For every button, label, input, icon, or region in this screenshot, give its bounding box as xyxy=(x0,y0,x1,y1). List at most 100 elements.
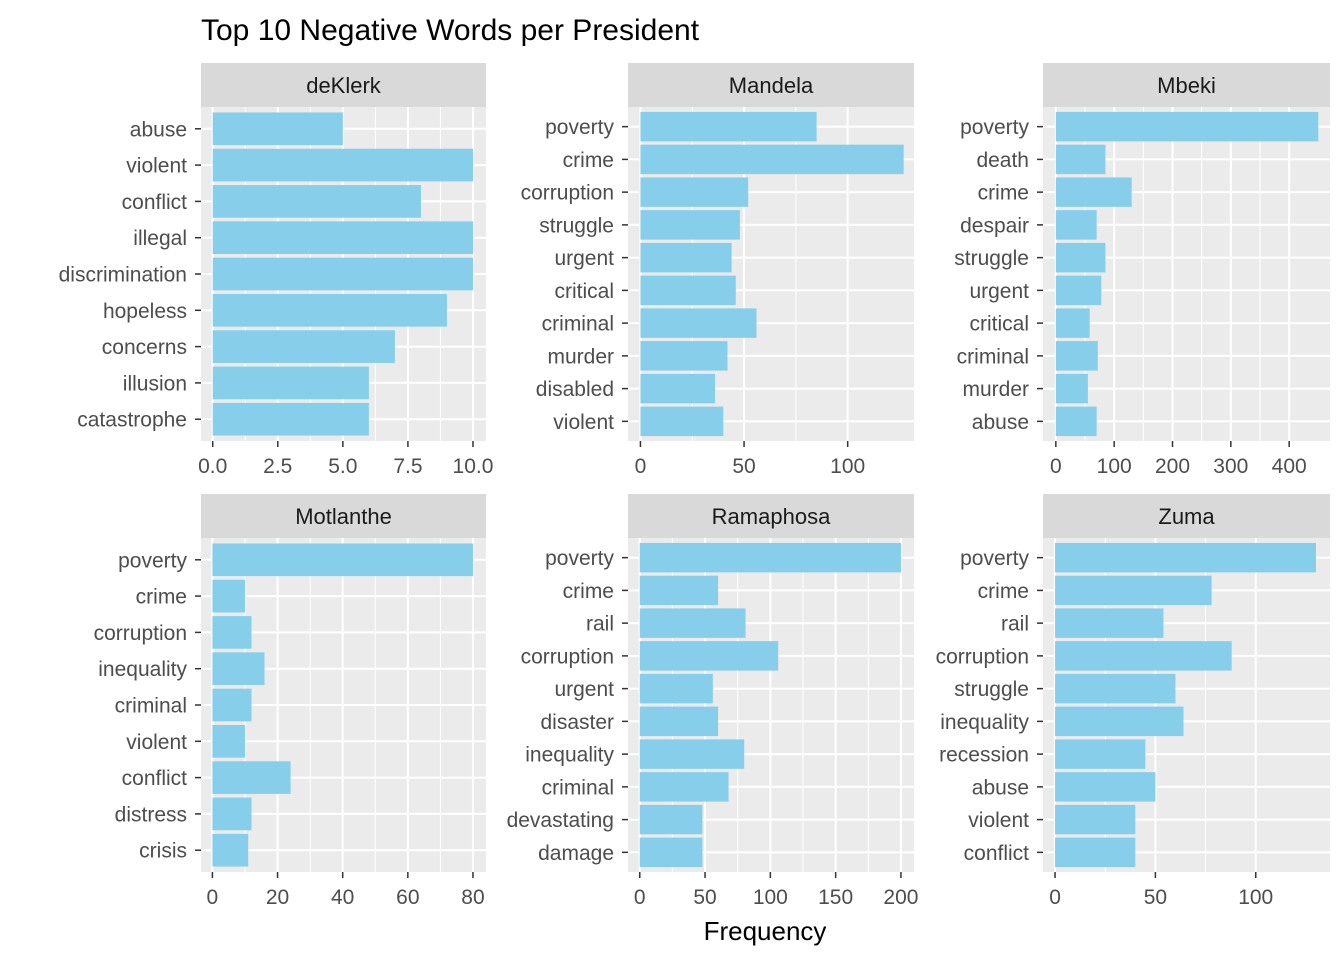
bar-damage xyxy=(639,837,703,868)
bar-inequality xyxy=(639,739,745,769)
panel-ramaphosa: Ramaphosa poverty crime rail corruption urgen… xyxy=(507,494,918,909)
y-tick-label: crisis xyxy=(139,840,187,863)
x-tick-label: 0 xyxy=(1050,455,1062,478)
y-tick-label: crime xyxy=(563,149,614,172)
x-tick-label: 10.0 xyxy=(453,455,494,478)
y-tick-label: discrimination xyxy=(59,264,187,287)
strip-background xyxy=(628,63,914,107)
bar-crime xyxy=(1055,575,1212,606)
strip-background xyxy=(1043,63,1330,107)
y-tick-label: poverty xyxy=(118,549,187,572)
bar-corruption xyxy=(1055,641,1232,671)
x-tick-label: 100 xyxy=(1238,886,1273,909)
bar-crisis xyxy=(212,833,249,867)
y-tick-label: inequality xyxy=(98,658,187,681)
x-tick-label: 100 xyxy=(753,886,788,909)
x-tick-label: 40 xyxy=(331,886,354,909)
bar-critical xyxy=(1055,308,1090,338)
x-tick-label: 80 xyxy=(461,886,484,909)
strip-background xyxy=(201,63,486,107)
y-tick-label: crime xyxy=(136,586,187,609)
x-tick-label: 0 xyxy=(207,886,219,909)
strip-label: Mbeki xyxy=(1157,73,1216,98)
y-tick-label: conflict xyxy=(122,767,188,790)
bar-concerns xyxy=(212,330,395,363)
y-tick-label: crime xyxy=(978,182,1029,205)
y-tick-label: conflict xyxy=(964,842,1030,865)
y-tick-label: violent xyxy=(968,809,1029,832)
y-tick-label: murder xyxy=(547,345,614,368)
y-tick-label: criminal xyxy=(115,695,187,718)
bar-struggle xyxy=(1055,673,1176,704)
y-tick-label: corruption xyxy=(521,645,614,668)
y-tick-label: corruption xyxy=(94,622,187,645)
bar-rail xyxy=(1055,608,1164,638)
y-tick-label: criminal xyxy=(542,313,614,336)
y-tick-label: disaster xyxy=(540,711,614,734)
strip-label: Motlanthe xyxy=(295,504,392,529)
bar-catastrophe xyxy=(212,402,369,436)
facet-panels: deKlerk abuse violent conflict illegal discri… xyxy=(59,63,1330,909)
panel-mandela: Mandela poverty crime corruption struggle urg… xyxy=(521,63,914,478)
bar-hopeless xyxy=(212,293,447,327)
x-tick-label: 50 xyxy=(693,886,716,909)
y-tick-label: illusion xyxy=(123,372,187,395)
bar-violent xyxy=(212,148,473,182)
y-tick-label: death xyxy=(976,149,1029,172)
y-tick-label: violent xyxy=(126,155,187,178)
bar-death xyxy=(1055,144,1106,175)
y-tick-label: devastating xyxy=(507,809,614,832)
bar-despair xyxy=(1055,210,1097,240)
x-tick-label: 50 xyxy=(732,455,755,478)
strip-background xyxy=(628,494,914,538)
bar-poverty xyxy=(639,542,901,573)
y-tick-label: poverty xyxy=(545,116,614,139)
y-tick-label: catastrophe xyxy=(77,409,187,432)
bar-conflict xyxy=(212,761,291,794)
bar-violent xyxy=(212,724,245,758)
y-tick-label: illegal xyxy=(133,227,187,250)
y-tick-label: criminal xyxy=(542,776,614,799)
y-tick-label: disabled xyxy=(536,378,614,401)
bar-devastating xyxy=(639,804,703,835)
x-tick-label: 200 xyxy=(883,886,918,909)
bar-recession xyxy=(1055,739,1146,769)
bar-distress xyxy=(212,797,252,831)
y-tick-label: crime xyxy=(563,580,614,603)
y-tick-label: abuse xyxy=(130,118,187,141)
strip-label: deKlerk xyxy=(306,73,382,98)
x-tick-label: 0.0 xyxy=(198,455,227,478)
bar-conflict xyxy=(1055,837,1136,868)
panel-deklerk: deKlerk abuse violent conflict illegal discri… xyxy=(59,63,494,478)
y-tick-label: concerns xyxy=(102,336,187,359)
bar-crime xyxy=(640,144,904,175)
y-tick-label: corruption xyxy=(936,645,1029,668)
bar-violent xyxy=(640,406,724,437)
y-tick-label: rail xyxy=(586,613,614,636)
y-tick-label: distress xyxy=(115,803,187,826)
y-tick-label: poverty xyxy=(960,547,1029,570)
bar-inequality xyxy=(1055,706,1184,737)
x-tick-label: 7.5 xyxy=(393,455,422,478)
y-tick-label: murder xyxy=(962,378,1029,401)
x-tick-label: 20 xyxy=(266,886,289,909)
bar-corruption xyxy=(639,641,779,671)
bar-murder xyxy=(1055,373,1088,404)
strip-background xyxy=(201,494,486,538)
bar-poverty xyxy=(1055,111,1319,142)
y-tick-label: urgent xyxy=(969,280,1029,303)
y-tick-label: criminal xyxy=(957,345,1029,368)
x-tick-label: 5.0 xyxy=(328,455,357,478)
y-tick-label: critical xyxy=(554,280,614,303)
bar-poverty xyxy=(1055,542,1316,573)
bar-struggle xyxy=(640,210,740,240)
bar-criminal xyxy=(639,772,729,802)
bar-illusion xyxy=(212,366,369,400)
bar-criminal xyxy=(212,688,252,722)
x-tick-label: 300 xyxy=(1213,455,1248,478)
y-tick-label: struggle xyxy=(954,247,1029,270)
y-tick-label: inequality xyxy=(940,711,1029,734)
panel-mbeki: Mbeki poverty death crime despair struggle urg… xyxy=(954,63,1330,478)
bar-crime xyxy=(639,575,719,606)
